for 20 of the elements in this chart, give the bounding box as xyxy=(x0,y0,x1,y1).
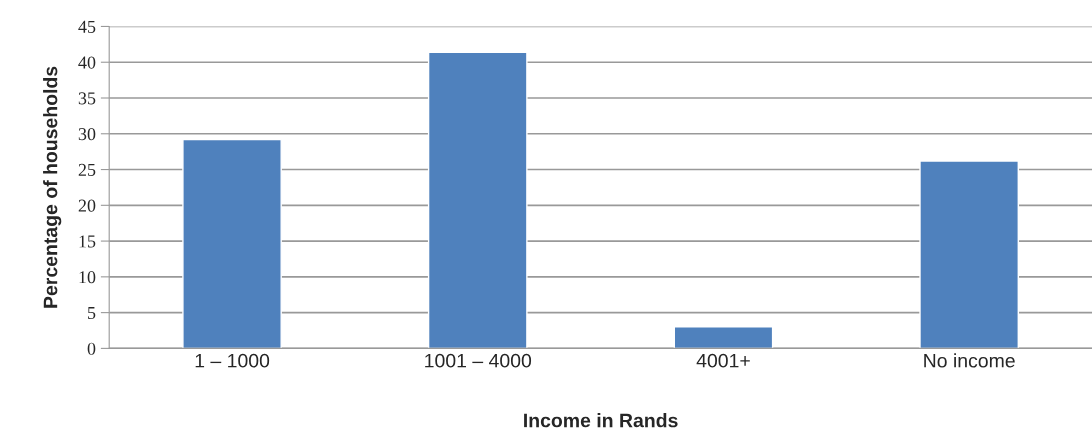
bar xyxy=(919,160,1019,349)
x-axis-title: Income in Rands xyxy=(524,413,678,428)
y-tick-label: 40 xyxy=(78,56,96,69)
x-tick-label: No income xyxy=(924,353,1015,368)
y-tick-label: 10 xyxy=(79,271,96,284)
y-tick-label: 5 xyxy=(88,307,96,320)
x-tick-label: 1 – 1000 xyxy=(195,353,270,368)
y-tick-label: 20 xyxy=(78,199,96,212)
x-tick-label: 1001 – 4000 xyxy=(425,353,532,368)
y-axis-title: Percentage of households xyxy=(43,66,62,308)
x-tick-label: 4001+ xyxy=(696,353,750,368)
y-tick-label: 35 xyxy=(78,92,96,105)
bar xyxy=(427,51,528,349)
y-tick-label: 45 xyxy=(78,20,96,33)
y-tick-label: 0 xyxy=(87,342,96,355)
y-tick-label: 15 xyxy=(79,235,96,248)
bar xyxy=(182,138,282,349)
bar xyxy=(673,326,774,349)
y-tick-label: 30 xyxy=(78,128,96,141)
y-tick-label: 25 xyxy=(78,163,96,176)
